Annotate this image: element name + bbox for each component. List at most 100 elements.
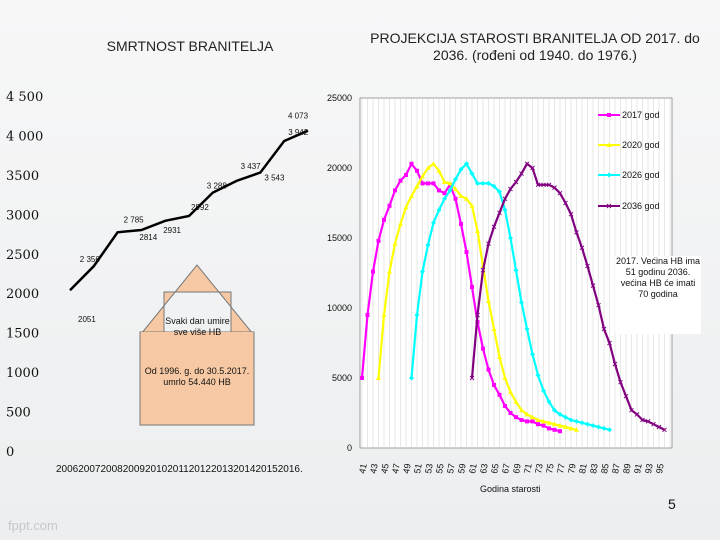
marker-diamond: [590, 423, 596, 429]
marker-square: [558, 429, 562, 434]
marker-star: [486, 241, 491, 246]
marker-star: [645, 419, 651, 424]
right-x-tick: 77: [555, 463, 567, 475]
right-x-tick: 95: [654, 463, 666, 475]
right-y-tick: 20000: [327, 163, 352, 173]
marker-triangle: [469, 203, 475, 208]
marker-square: [404, 173, 408, 177]
marker-diamond: [563, 414, 568, 420]
left-data-label: 3 437: [241, 162, 262, 171]
marker-triangle: [541, 418, 546, 424]
marker-star: [662, 427, 667, 433]
marker-square: [519, 418, 524, 422]
marker-triangle: [491, 326, 497, 331]
marker-triangle: [530, 414, 535, 420]
marker-square: [376, 238, 381, 243]
marker-triangle: [486, 298, 491, 303]
marker-square: [420, 181, 425, 186]
marker-star: [579, 245, 585, 251]
marker-star: [623, 393, 629, 399]
marker-square: [459, 222, 463, 226]
marker-star: [524, 161, 530, 167]
marker-diamond: [601, 425, 607, 431]
marker-triangle: [519, 407, 524, 413]
marker-diamond: [568, 417, 574, 423]
marker-diamond: [530, 351, 535, 357]
marker-diamond: [458, 166, 464, 172]
marker-triangle: [606, 142, 612, 147]
marker-triangle: [409, 193, 414, 198]
marker-triangle: [436, 168, 442, 173]
marker-square: [431, 181, 436, 186]
left-y-tick: 3000: [6, 208, 39, 223]
marker-triangle: [403, 204, 409, 210]
right-series-2020-god: [376, 161, 579, 432]
marker-star: [590, 283, 596, 288]
right-chart-title: PROJEKCIJA STAROSTI BRANITELJA OD 2017. …: [370, 30, 700, 63]
marker-triangle: [563, 424, 568, 429]
marker-star: [502, 196, 508, 202]
up-arrow: [139, 264, 255, 426]
marker-triangle: [425, 165, 431, 170]
marker-square: [486, 367, 491, 372]
marker-triangle: [464, 196, 469, 201]
marker-square: [536, 422, 540, 427]
right-x-tick: 75: [544, 463, 556, 475]
left-y-tick: 0: [6, 445, 14, 460]
right-x-tick: 49: [401, 463, 413, 475]
right-x-tick: 69: [511, 463, 523, 475]
marker-square: [398, 178, 403, 183]
left-y-tick: 1000: [6, 366, 39, 381]
marker-star: [601, 326, 607, 332]
marker-triangle: [502, 375, 508, 380]
marker-square: [541, 423, 546, 428]
right-y-tick: 25000: [327, 93, 352, 103]
marker-star: [640, 417, 645, 423]
right-x-tick: 51: [412, 463, 424, 475]
marker-diamond: [519, 299, 524, 305]
marker-triangle: [568, 425, 574, 431]
left-y-tick: 1500: [6, 327, 39, 342]
marker-diamond: [502, 207, 508, 213]
marker-triangle: [442, 179, 447, 184]
marker-square: [426, 181, 430, 186]
left-y-tick: 500: [6, 406, 31, 421]
marker-square: [393, 188, 397, 193]
right-series-2017-god: [360, 161, 562, 434]
marker-square: [547, 426, 551, 431]
arrow-body-text: Od 1996. g. do 30.5.2017. umrlo 54.440 H…: [144, 366, 250, 387]
marker-star: [519, 171, 524, 176]
right-x-tick: 91: [632, 463, 644, 475]
left-y-ticks: 4 500 4 000 3500 3000 2500 2000 1500 1000 500 0: [6, 90, 43, 460]
marker-diamond: [464, 161, 469, 167]
marker-diamond: [508, 235, 513, 241]
right-x-tick: 45: [379, 463, 391, 475]
right-x-tick: 87: [610, 463, 622, 475]
marker-star: [480, 267, 486, 273]
left-data-label: 3 543: [264, 173, 285, 182]
right-x-tick: 47: [390, 463, 402, 475]
marker-square: [415, 168, 419, 173]
left-data-label: 4 073: [288, 112, 309, 121]
left-data-label: 2 356: [80, 255, 101, 264]
marker-square: [503, 404, 507, 408]
marker-diamond: [585, 421, 590, 427]
legend-label: 2020 god: [622, 140, 660, 150]
right-x-tick: 73: [533, 463, 545, 475]
left-chart: 4 500 4 000 3500 3000 2500 2000 1500 1000 500 0 2…: [6, 90, 309, 475]
left-series-line: [69, 129, 309, 292]
marker-square: [360, 376, 364, 380]
marker-diamond: [557, 411, 563, 417]
marker-square: [607, 113, 611, 117]
marker-square: [442, 191, 447, 196]
marker-triangle: [574, 427, 579, 432]
right-series: [360, 161, 667, 434]
right-y-tick: 15000: [327, 233, 352, 243]
marker-star: [574, 230, 579, 235]
marker-triangle: [557, 423, 563, 428]
marker-diamond: [420, 269, 425, 275]
marker-diamond: [524, 326, 530, 332]
marker-star: [497, 210, 502, 216]
